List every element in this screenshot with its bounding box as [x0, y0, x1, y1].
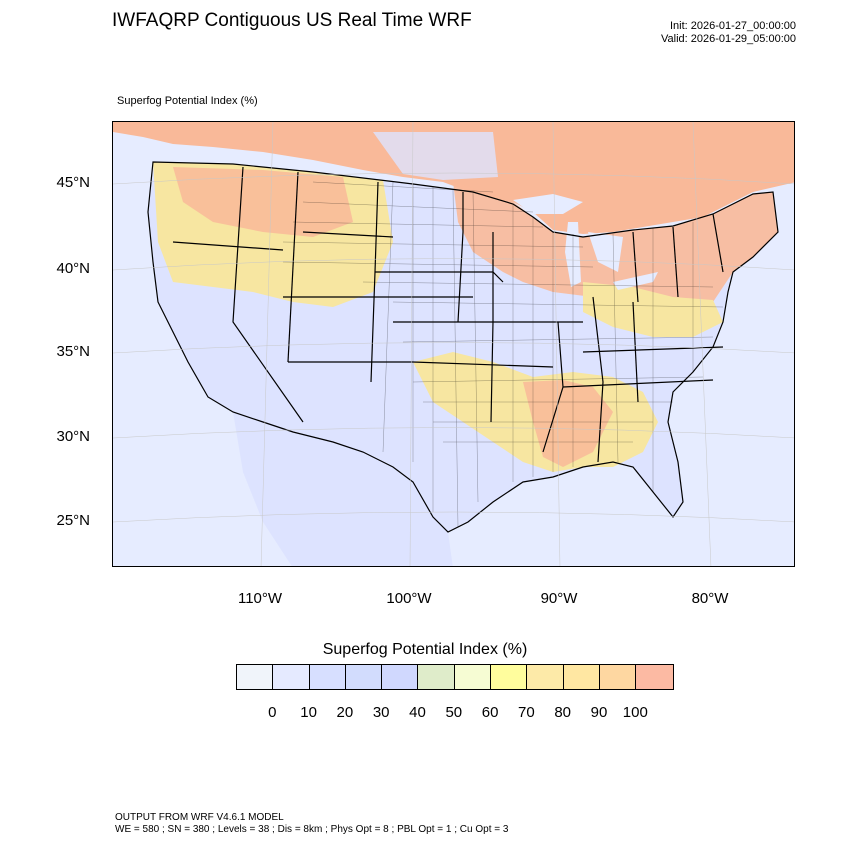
graticule: [113, 122, 794, 566]
colorbar-tick-label: 50: [445, 704, 463, 721]
colorbar-box: [382, 665, 419, 689]
colorbar-box: [527, 665, 564, 689]
model-footer-line2: WE = 580 ; SN = 380 ; Levels = 38 ; Dis …: [115, 824, 509, 835]
colorbar-box: [309, 665, 346, 689]
colorbar: [236, 664, 674, 690]
colorbar-box: [237, 665, 274, 689]
colorbar-title: Superfog Potential Index (%): [322, 641, 528, 658]
northwest-high-region: [173, 167, 353, 237]
canada-low-region: [373, 132, 498, 180]
colorbar-box: [418, 665, 455, 689]
colorbar-box: [636, 665, 673, 689]
colorbar-box: [563, 665, 600, 689]
colorbar-tick-label: 40: [409, 704, 426, 721]
lake-erie: [613, 272, 658, 290]
mexico-region: [233, 412, 453, 566]
init-time: Init: 2026-01-27_00:00:00: [670, 20, 796, 32]
lat-label-45: 45°N: [56, 174, 90, 191]
colorbar-tick-label: 80: [554, 704, 572, 721]
lake-huron: [588, 232, 623, 272]
lon-label-90w: 90°W: [540, 590, 578, 607]
colorbar-tick-label: 10: [300, 704, 317, 721]
colorbar-tick-label: 30: [372, 704, 390, 721]
colorbar-box: [454, 665, 492, 689]
valid-time: Valid: 2026-01-29_05:00:00: [661, 33, 796, 45]
model-footer-line1: OUTPUT FROM WRF V4.6.1 MODEL: [115, 812, 284, 823]
colorbar-box: [273, 665, 310, 689]
lon-label-80w: 80°W: [691, 590, 729, 607]
lat-label-30: 30°N: [56, 428, 90, 445]
lon-label-100w: 100°W: [386, 590, 432, 607]
lat-label-40: 40°N: [56, 260, 90, 277]
page-title: IWFAQRP Contiguous US Real Time WRF: [112, 10, 472, 31]
colorbar-tick-label: 60: [481, 704, 499, 721]
lake-superior: [513, 194, 583, 214]
map-panel: [112, 121, 795, 567]
colorbar-box: [345, 665, 383, 689]
colorbar-tick-label: 0: [268, 704, 277, 721]
lat-label-35: 35°N: [56, 343, 90, 360]
colorbar-tick-label: 100: [622, 704, 648, 721]
colorbar-box: [491, 665, 528, 689]
field-label: Superfog Potential Index (%): [117, 95, 258, 107]
lat-label-25: 25°N: [56, 512, 90, 529]
colorbar-tick-label: 90: [590, 704, 608, 721]
county-boundaries: [282, 181, 724, 528]
colorbar-box: [599, 665, 637, 689]
colorbar-tick-label: 70: [518, 704, 535, 721]
lon-label-110w: 110°W: [237, 590, 283, 607]
colorbar-tick-label: 20: [336, 704, 354, 721]
map-canvas: [113, 122, 794, 566]
